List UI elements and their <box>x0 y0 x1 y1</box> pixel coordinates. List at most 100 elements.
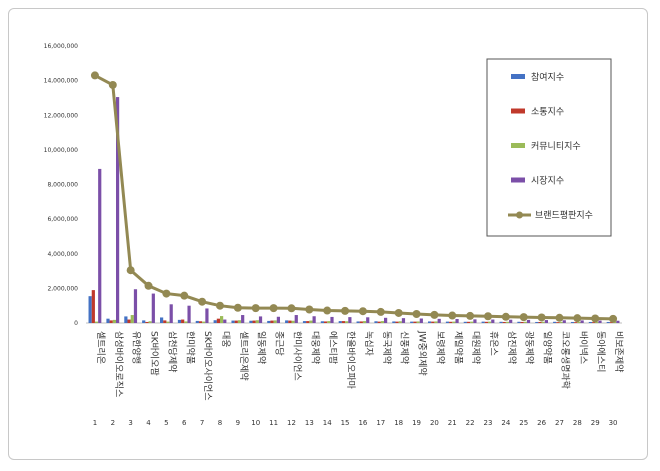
bar <box>523 321 527 323</box>
bar <box>410 321 414 323</box>
bar <box>169 304 173 323</box>
rank-number: 13 <box>305 419 314 427</box>
line-point <box>144 281 153 290</box>
category-label: 일양약품 <box>542 331 554 364</box>
bar <box>362 321 367 323</box>
bar <box>588 321 592 323</box>
rank-number: 21 <box>448 419 457 427</box>
bar <box>517 321 521 323</box>
line-point <box>233 303 242 312</box>
bar <box>380 321 384 323</box>
line-point <box>591 314 600 323</box>
bar <box>509 319 513 323</box>
bar <box>455 319 459 323</box>
category-label: 녹십자 <box>363 331 374 357</box>
bar <box>431 321 435 323</box>
category-label: 대원제약 <box>470 331 482 364</box>
y-tick-label: 16,000,000 <box>44 43 79 50</box>
legend-swatch <box>511 108 525 114</box>
category-label: 삼성바이오로직스 <box>113 331 124 397</box>
rank-number: 15 <box>341 419 350 427</box>
rank-number: 27 <box>555 419 564 427</box>
line-point <box>216 301 224 310</box>
bar <box>466 321 471 323</box>
category-label: 코오롱생명과학 <box>559 331 570 389</box>
category-label: JW중외제약 <box>417 330 429 376</box>
bar <box>502 321 506 323</box>
rank-number: 14 <box>323 419 332 427</box>
bar <box>428 321 432 323</box>
bar <box>463 321 467 323</box>
bar <box>285 320 289 323</box>
rank-number: 6 <box>182 419 187 427</box>
bar <box>187 305 191 323</box>
bar <box>148 321 152 323</box>
bar <box>570 321 575 323</box>
bar <box>145 321 149 323</box>
category-label: 비보존제약 <box>613 331 625 372</box>
bar <box>112 319 116 323</box>
line-point <box>358 307 367 316</box>
bar <box>294 315 298 323</box>
line-point <box>466 311 475 320</box>
legend-swatch <box>511 143 525 148</box>
bar <box>345 321 349 323</box>
bar <box>541 321 545 323</box>
bar <box>273 320 277 323</box>
line-point <box>162 289 171 298</box>
bar <box>177 319 182 323</box>
bar <box>395 321 399 323</box>
bar <box>241 315 245 323</box>
bar <box>577 321 581 323</box>
bar <box>166 321 170 323</box>
line-point <box>269 304 278 313</box>
bar <box>91 290 95 323</box>
bar <box>574 322 578 323</box>
rank-number: 23 <box>484 419 493 427</box>
y-tick-label: 4,000,000 <box>47 251 78 258</box>
line-point <box>90 71 99 80</box>
bar <box>505 321 510 323</box>
category-label: 삼진제약 <box>506 331 518 364</box>
bar <box>481 321 485 323</box>
line-point <box>448 311 457 320</box>
bar <box>374 321 378 323</box>
line-series <box>90 71 618 323</box>
bar <box>195 320 199 323</box>
line-point <box>251 304 260 313</box>
bar <box>526 319 531 323</box>
category-label: 제일약품 <box>452 331 464 364</box>
bar <box>306 321 310 323</box>
y-tick-label: 12,000,000 <box>44 112 79 119</box>
category-label: 동아에스티 <box>595 331 606 372</box>
legend-swatch <box>511 177 525 183</box>
bar <box>252 320 256 323</box>
legend-marker <box>516 211 523 219</box>
bar <box>216 318 220 323</box>
bar <box>384 317 388 323</box>
rank-number: 30 <box>609 419 618 427</box>
bar <box>258 316 263 323</box>
rank-number: 26 <box>537 419 546 427</box>
category-label: 일동제약 <box>256 331 268 364</box>
bar <box>163 320 167 323</box>
y-tick-label: 6,000,000 <box>47 216 78 223</box>
bar <box>356 321 360 323</box>
bar <box>419 318 423 323</box>
bar <box>606 321 610 323</box>
bar <box>488 321 492 323</box>
bar <box>609 322 614 323</box>
category-label: 동국제약 <box>381 331 393 364</box>
bar <box>330 316 334 323</box>
bar <box>562 320 566 323</box>
y-tick-label: 14,000,000 <box>44 78 79 85</box>
category-labels: 셀트리온 1 삼성바이오로직스 2 유한양행 3 SK바이오팜 4 삼천당제약 5 한미약품 6 SK바… <box>93 330 625 427</box>
bar <box>416 321 420 323</box>
bar <box>413 321 417 323</box>
category-label: 보령제약 <box>434 331 446 364</box>
line-point <box>412 310 421 318</box>
category-label: 한미사이언스 <box>291 331 303 381</box>
bar <box>338 321 342 323</box>
bar <box>324 321 328 323</box>
